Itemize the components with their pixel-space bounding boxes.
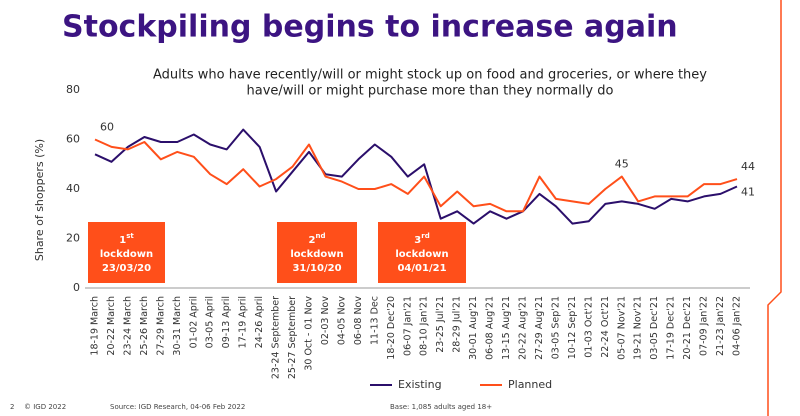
lockdown-label: lockdown <box>100 249 153 260</box>
x-tick-label: 03-05 April <box>205 296 216 348</box>
y-tick-label: 60 <box>66 133 80 146</box>
x-tick-label: 17-19 April <box>238 296 249 348</box>
x-tick-label: 10-12 Sep'21 <box>567 296 578 359</box>
x-tick-label: 20-22 Aug'21 <box>518 296 529 360</box>
decor-line <box>767 0 782 416</box>
x-tick-label: 25-26 March <box>139 296 150 356</box>
lockdown-ordinal: 3 <box>414 235 421 246</box>
x-tick-label: 28-29 Jul'21 <box>452 296 463 353</box>
lockdown-ordinal: 1 <box>119 235 126 246</box>
x-tick-label: 03-05 Dec'21 <box>649 296 660 360</box>
y-tick-label: 20 <box>66 232 80 245</box>
data-label: 45 <box>615 158 629 171</box>
lockdown-date: 31/10/20 <box>292 263 341 274</box>
page-number: 2 <box>10 403 14 411</box>
lockdown-rect <box>88 222 165 283</box>
x-tick-label: 27-29 March <box>155 296 166 356</box>
x-tick-label: 24-26 April <box>254 296 265 348</box>
y-tick-label: 80 <box>66 83 80 96</box>
lockdown-rect <box>378 222 466 283</box>
x-tick-label: 01-03 Oct'21 <box>583 296 594 358</box>
x-tick-label: 02-03 Nov <box>320 296 331 346</box>
lockdown-box: 3rd lockdown 04/01/21 <box>378 222 466 283</box>
x-tick-label: 25-27 September <box>287 296 298 379</box>
lockdown-suffix: rd <box>421 232 429 240</box>
x-tick-label: 06-07 Jan'21 <box>402 296 413 356</box>
lockdown-rect <box>277 222 357 283</box>
subtitle: have/will or might purchase more than th… <box>247 84 614 99</box>
x-tick-label: 07-09 Jan'22 <box>699 296 710 356</box>
x-tick-label: 08-10 Jan'21 <box>419 296 430 356</box>
lockdown-box: 2nd lockdown 31/10/20 <box>277 222 357 283</box>
lockdown-label: lockdown <box>395 249 448 260</box>
y-tick-label: 0 <box>73 281 80 294</box>
lockdown-ordinal: 2 <box>309 235 316 246</box>
lockdown-number: 1st <box>119 232 134 246</box>
subtitle: Adults who have recently/will or might s… <box>153 68 707 83</box>
data-label: 44 <box>741 160 755 173</box>
copyright: © IGD 2022 <box>24 403 66 411</box>
x-tick-label: 30 Oct - 01 Nov <box>304 296 315 371</box>
lockdown-label: lockdown <box>290 249 343 260</box>
x-tick-label: 11-13 Dec <box>369 296 380 345</box>
lockdown-suffix: nd <box>315 232 325 240</box>
lockdown-number: 2nd <box>309 232 326 246</box>
x-tick-label: 04-06 Jan'22 <box>732 296 743 356</box>
x-tick-label: 19-21 Nov'21 <box>633 296 644 360</box>
x-tick-label: 20-21 Dec'21 <box>682 296 693 360</box>
x-tick-label: 27-29 Aug'21 <box>534 296 545 360</box>
x-tick-label: 04-05 Nov <box>336 296 347 346</box>
lockdown-suffix: st <box>126 232 134 240</box>
x-tick-label: 18-19 March <box>90 296 101 356</box>
x-tick-label: 06-08 Aug'21 <box>485 296 496 360</box>
x-tick-label: 17-19 Dec'21 <box>666 296 677 360</box>
legend-label: Planned <box>508 378 552 391</box>
x-tick-label: 20-22 March <box>106 296 117 356</box>
series-line <box>94 128 738 225</box>
data-label: 41 <box>741 186 755 199</box>
title: Stockpiling begins to increase again <box>62 10 678 45</box>
x-tick-label: 23-24 September <box>271 296 282 379</box>
series-line <box>94 138 738 213</box>
x-tick-label: 23-25 Jul'21 <box>435 296 446 353</box>
x-tick-label: 09-13 April <box>221 296 232 348</box>
lockdown-date: 04/01/21 <box>397 263 446 274</box>
source: Source: IGD Research, 04-06 Feb 2022 <box>110 403 245 411</box>
data-label: 60 <box>100 121 114 134</box>
x-tick-label: 06-08 Nov <box>353 296 364 346</box>
x-tick-label: 30-01 Aug'21 <box>468 296 479 360</box>
x-tick-label: 05-07 Nov'21 <box>616 296 627 360</box>
lockdown-date: 23/03/20 <box>102 263 151 274</box>
lockdown-number: 3rd <box>414 232 429 246</box>
x-tick-label: 30-31 March <box>172 296 183 356</box>
x-tick-label: 21-23 Jan'22 <box>715 296 726 356</box>
x-tick-label: 13-15 Aug'21 <box>501 296 512 360</box>
base: Base: 1,085 adults aged 18+ <box>390 403 492 411</box>
x-tick-label: 23-24 March <box>122 296 133 356</box>
x-tick-label: 18-20 Dec'20 <box>386 296 397 360</box>
legend-label: Existing <box>398 378 442 391</box>
y-axis-title: Share of shoppers (%) <box>33 139 46 261</box>
x-tick-label: 22-24 Oct'21 <box>600 296 611 358</box>
y-tick-label: 40 <box>66 182 80 195</box>
x-tick-label: 03-05 Sep'21 <box>550 296 561 359</box>
lockdown-box: 1st lockdown 23/03/20 <box>88 222 165 283</box>
x-tick-label: 01-02 April <box>188 296 199 348</box>
